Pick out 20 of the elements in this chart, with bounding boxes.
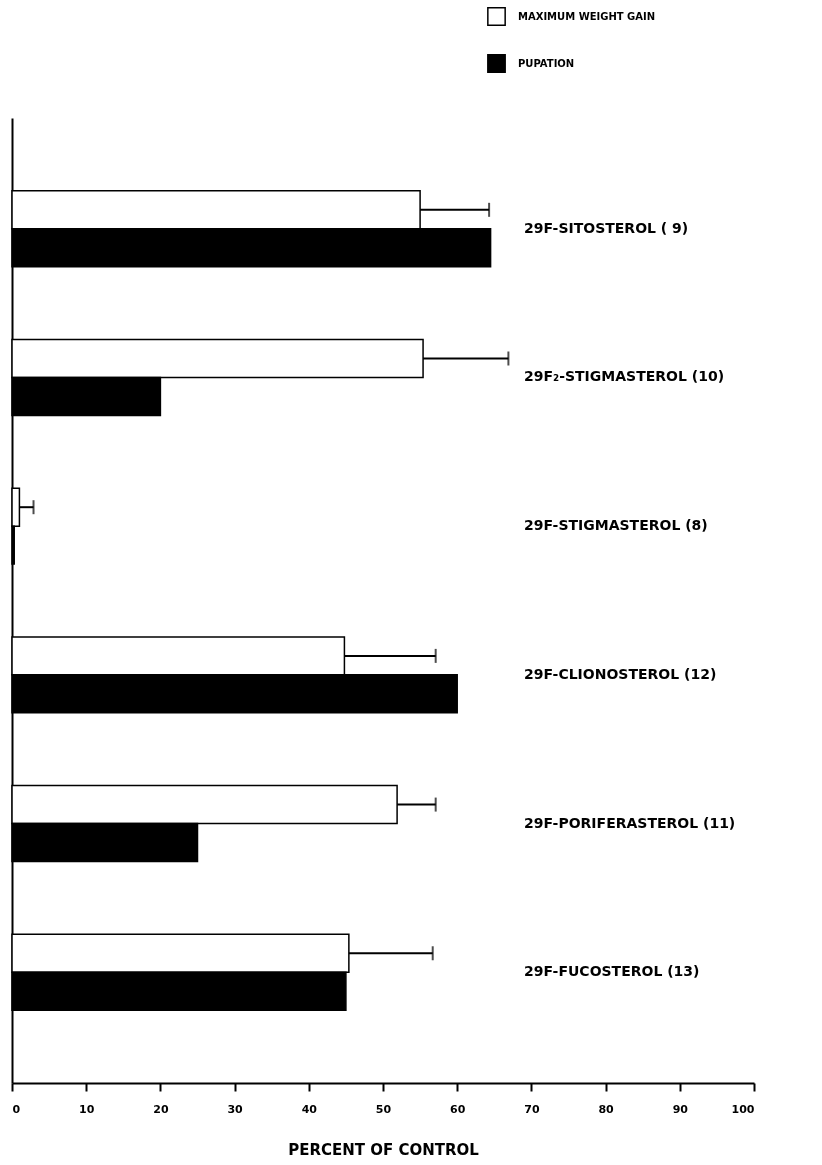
x-tick-label: 10 xyxy=(79,1102,95,1116)
x-tick-label: 40 xyxy=(301,1102,318,1116)
y-tick-label: 29F-FUCOSTEROL (13) xyxy=(524,963,700,980)
x-tick-label: 80 xyxy=(598,1102,615,1116)
y-tick-label: 29F-PORIFERASTEROL (11) xyxy=(524,814,736,831)
x-tick-label: 60 xyxy=(450,1102,466,1116)
x-tick-label: 0 xyxy=(12,1102,21,1116)
y-tick-label: 29F₂-STIGMASTEROL (10) xyxy=(524,368,725,385)
x-tick-label: 90 xyxy=(672,1102,689,1116)
y-tick-label: 29F-CLIONOSTEROL (12) xyxy=(524,665,717,682)
y-tick-label: 29F-STIGMASTEROL (8) xyxy=(524,517,708,534)
x-tick-label: 100 xyxy=(731,1102,755,1116)
x-axis-title: PERCENT OF CONTROL xyxy=(288,1140,480,1159)
legend-label: PUPATION xyxy=(518,57,575,69)
x-tick-label: 70 xyxy=(524,1102,540,1116)
y-tick-label: 29F-SITOSTEROL ( 9) xyxy=(524,219,689,236)
x-tick-label: 30 xyxy=(227,1102,244,1116)
x-tick-label: 50 xyxy=(375,1102,392,1116)
legend-label: MAXIMUM WEIGHT GAIN xyxy=(518,10,656,22)
x-tick-label: 20 xyxy=(153,1102,169,1116)
